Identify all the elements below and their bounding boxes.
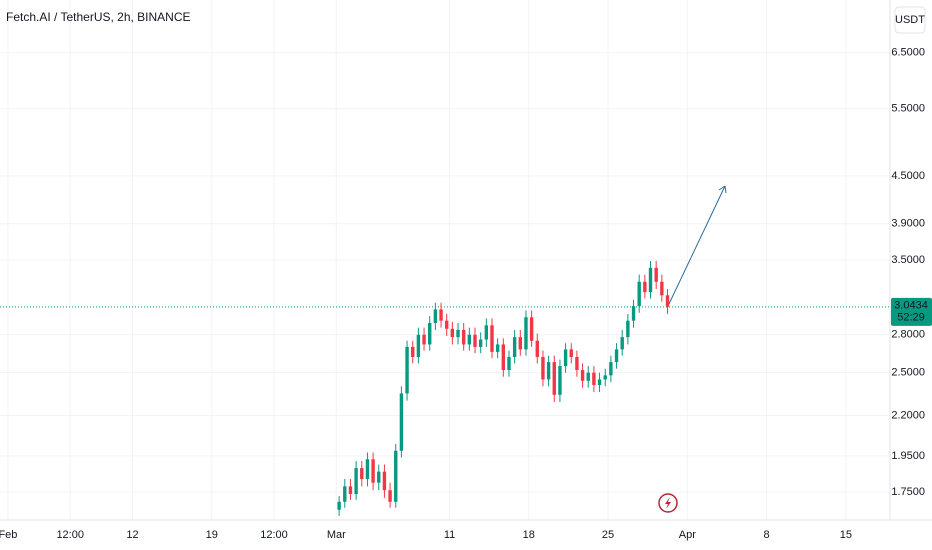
y-tick-label: 3.5000 — [891, 254, 925, 266]
last-price-label: 3.0434 — [894, 300, 928, 312]
candle-body — [541, 356, 545, 380]
x-tick-label: Mar — [327, 529, 346, 541]
candle-body — [388, 490, 392, 502]
currency-label[interactable]: USDT — [895, 14, 925, 26]
y-tick-label: 5.5000 — [891, 103, 925, 115]
candle-body — [450, 328, 455, 338]
candle-body — [433, 309, 438, 323]
candle-body — [546, 362, 551, 380]
arrow-head — [718, 185, 727, 194]
y-tick-label: 2.8000 — [891, 329, 925, 341]
candle-body — [512, 337, 517, 357]
y-tick-label: 2.5000 — [891, 367, 925, 379]
candle-body — [620, 337, 624, 350]
candle-body — [501, 344, 506, 371]
candle-body — [365, 459, 370, 479]
y-tick-label: 3.9000 — [891, 218, 925, 230]
x-tick-label: Apr — [679, 529, 696, 541]
x-tick-label: 12 — [126, 529, 138, 541]
candle-body — [648, 267, 653, 293]
candle-body — [665, 295, 670, 307]
candle-body — [422, 334, 426, 345]
candle-body — [631, 306, 636, 321]
y-tick-label: 6.5000 — [891, 47, 925, 59]
candle-body — [343, 486, 347, 502]
candle-body — [405, 346, 409, 394]
candle-body — [467, 334, 472, 345]
candle-body — [411, 346, 415, 357]
candle-body — [597, 379, 602, 385]
candle-body — [445, 320, 449, 329]
trend-arrow[interactable] — [668, 185, 726, 305]
candle-body — [552, 362, 556, 395]
candle-body — [569, 349, 573, 357]
y-tick-label: 1.9500 — [891, 450, 925, 462]
countdown-label: 52:29 — [897, 312, 925, 324]
y-tick-label: 2.2000 — [891, 409, 925, 421]
candle-body — [377, 471, 381, 483]
candle-body — [518, 337, 522, 350]
candle-body — [371, 459, 375, 483]
x-tick-label: 12:00 — [56, 529, 84, 541]
candle-body — [354, 468, 358, 495]
candle-body — [614, 349, 619, 363]
x-tick-label: 11 — [444, 529, 455, 541]
candle-body — [399, 393, 404, 451]
candle-body — [484, 325, 489, 340]
y-tick-label: 1.7500 — [891, 486, 925, 498]
x-tick-label: 12:00 — [260, 529, 288, 541]
candle-body — [337, 501, 341, 510]
grid — [0, 0, 890, 520]
y-tick-label: 4.5000 — [891, 170, 925, 182]
candle-body — [473, 334, 477, 347]
candle-body — [660, 281, 664, 296]
candle-body — [394, 450, 398, 502]
candle-body — [495, 344, 500, 352]
candles — [337, 260, 670, 516]
candle-body — [529, 317, 534, 341]
candle-body — [461, 329, 466, 345]
candle-body — [456, 329, 460, 338]
candle-body — [507, 356, 511, 371]
candle-body — [580, 370, 585, 381]
candle-body — [382, 471, 387, 491]
x-tick-label: 18 — [523, 529, 535, 541]
candle-body — [535, 340, 539, 357]
candle-body — [439, 309, 443, 321]
last-price-box — [891, 297, 932, 326]
x-tick-label: 19 — [206, 529, 218, 541]
candle-body — [416, 334, 421, 357]
candle-body — [490, 325, 494, 352]
candle-body — [654, 267, 658, 282]
candle-body — [563, 349, 568, 367]
x-tick-label: 15 — [840, 529, 852, 541]
candle-body — [478, 339, 483, 347]
lightning — [665, 497, 671, 509]
x-tick-label: 8 — [764, 529, 770, 541]
candle-body — [603, 375, 607, 380]
candle-body — [524, 317, 528, 350]
candle-body — [609, 362, 613, 376]
x-tick-label: Feb — [0, 529, 17, 541]
candle-body — [637, 281, 641, 307]
candle-body — [626, 320, 630, 338]
currency-button[interactable] — [894, 6, 926, 34]
candle-body — [586, 372, 590, 381]
candle-body — [348, 486, 353, 495]
chart-title: Fetch.AI / TetherUS, 2h, BINANCE — [6, 10, 191, 24]
candle-body — [575, 356, 579, 371]
candle-body — [643, 281, 647, 293]
candle-body — [592, 372, 596, 385]
candle-body — [360, 468, 364, 479]
candle-body — [428, 322, 432, 345]
x-tick-label: 25 — [602, 529, 614, 541]
candle-body — [558, 366, 562, 395]
